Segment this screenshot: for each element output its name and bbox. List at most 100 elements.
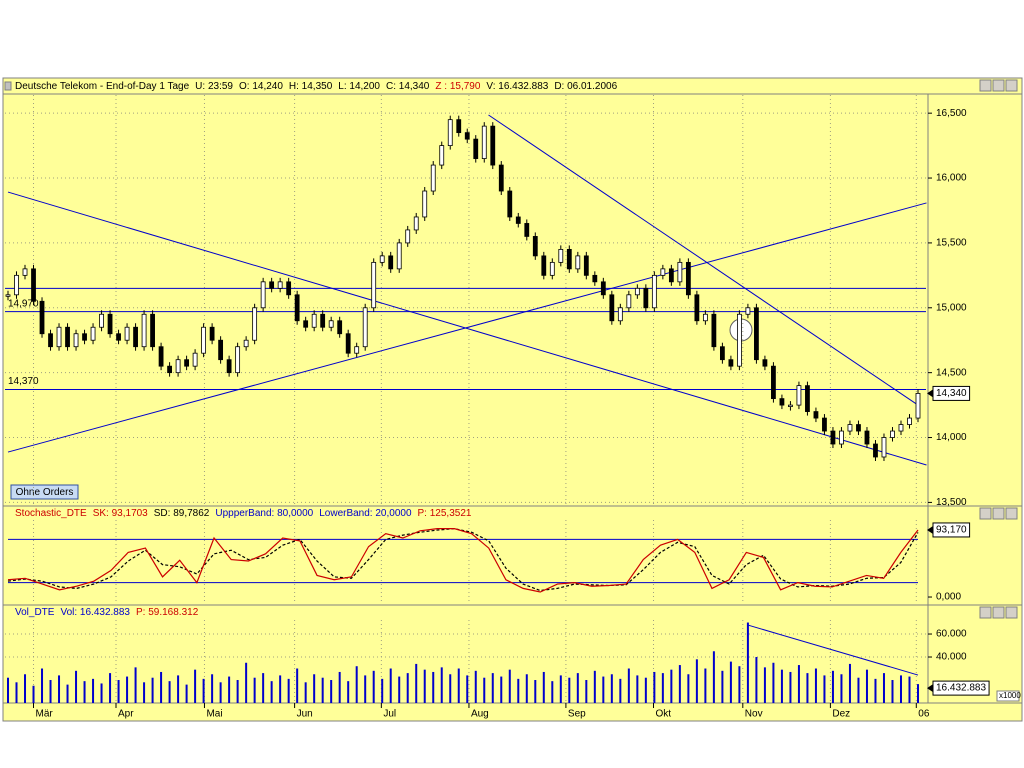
close-button[interactable] — [1005, 606, 1018, 619]
volume-bar — [236, 680, 239, 703]
candle-body — [328, 320, 334, 328]
header-item: P: 59.168.312 — [136, 607, 199, 618]
close-button[interactable] — [1005, 79, 1018, 92]
candle-body — [22, 268, 28, 276]
close-button[interactable] — [1005, 507, 1018, 520]
volume-bar — [211, 674, 214, 703]
volume-bar — [627, 668, 630, 703]
volume-bar — [551, 681, 554, 703]
volume-bar — [381, 678, 384, 703]
maximize-button[interactable] — [992, 507, 1005, 520]
candle-body — [184, 359, 189, 367]
trendline — [7, 202, 927, 453]
candle-body — [371, 261, 377, 309]
candle-body — [762, 359, 768, 367]
volume-bar — [542, 671, 545, 703]
candle-body — [873, 443, 878, 458]
header-item: Vol: 16.432.883 — [60, 607, 130, 618]
volume-bar — [279, 675, 282, 703]
volume-bar — [814, 668, 817, 703]
volume-bar — [857, 677, 860, 703]
header-item: Vol_DTE — [15, 607, 55, 618]
candle-body — [473, 138, 479, 159]
volume-bar — [619, 678, 622, 703]
volume-bar — [806, 673, 809, 703]
candle-body — [294, 294, 300, 322]
candle-body — [286, 281, 292, 296]
candle-body — [822, 417, 827, 432]
volume-bar — [32, 685, 35, 703]
candle-body — [175, 359, 181, 374]
volume-bar — [117, 680, 120, 703]
candle-body — [788, 404, 793, 407]
candle-body — [592, 274, 598, 283]
minimize-button[interactable] — [979, 507, 992, 520]
maximize-button[interactable] — [992, 79, 1005, 92]
candle-body — [830, 430, 836, 445]
candle-body — [209, 326, 215, 341]
volume-bar — [185, 684, 188, 703]
candle-body — [515, 216, 521, 224]
candle-body — [124, 326, 130, 341]
volume-bar — [576, 673, 579, 703]
title-item: H: 14,350 — [289, 81, 333, 92]
candle-body — [158, 346, 164, 367]
volume-bar — [661, 673, 664, 703]
volume-bar — [415, 663, 418, 703]
candle-body — [141, 313, 147, 348]
candle-body — [65, 326, 70, 348]
candle-body — [711, 313, 717, 348]
candle-body — [643, 287, 649, 309]
candle-body — [430, 164, 436, 192]
minimize-button[interactable] — [979, 606, 992, 619]
header-item: SK: 93,1703 — [93, 508, 148, 519]
volume-bar — [687, 674, 690, 703]
candle-body — [447, 119, 453, 147]
volume-bar — [66, 684, 69, 703]
volume-bar — [755, 657, 758, 703]
volume-bar — [500, 676, 503, 703]
volume-bar — [398, 676, 401, 703]
candle-body — [617, 307, 623, 322]
button-box[interactable] — [10, 484, 79, 500]
header-item: P: 125,3521 — [418, 508, 472, 519]
volume-bar — [330, 680, 333, 703]
candle-body — [269, 281, 275, 289]
candle-body — [771, 365, 776, 400]
volume-bar — [644, 677, 647, 703]
volume-bar — [160, 671, 163, 703]
candle-body — [73, 333, 79, 348]
volume-bar — [389, 668, 392, 703]
candle-body — [303, 320, 309, 328]
window-buttons — [979, 79, 1018, 619]
candle-body — [813, 411, 819, 419]
volume-bar — [134, 667, 137, 703]
stochastic-line — [7, 528, 919, 593]
volume-bar — [797, 665, 800, 703]
volume-bar — [7, 677, 9, 703]
volume-bar — [372, 670, 375, 703]
orders-button[interactable]: Ohne Orders — [10, 484, 79, 500]
title-item: C: 14,340 — [386, 81, 430, 92]
candle-body — [600, 281, 606, 296]
candle-body — [847, 424, 853, 432]
volume-bar — [219, 682, 222, 703]
maximize-button[interactable] — [992, 606, 1005, 619]
candle-body — [864, 430, 870, 445]
candle-body — [150, 313, 155, 348]
candle-body — [320, 313, 326, 328]
volume-bar — [423, 669, 426, 703]
button-label[interactable]: Ohne Orders — [16, 487, 74, 498]
candle-body — [48, 333, 53, 348]
minimize-button[interactable] — [979, 79, 992, 92]
volume-bar — [848, 663, 851, 703]
volume-bar — [508, 669, 511, 703]
candle-body — [685, 261, 691, 296]
candle-body — [915, 393, 921, 419]
x-tick-label: Mär — [36, 709, 54, 720]
volume-bar — [891, 680, 894, 703]
candle-body — [14, 274, 19, 296]
volume-bar — [347, 681, 350, 703]
candle-body — [464, 132, 470, 140]
